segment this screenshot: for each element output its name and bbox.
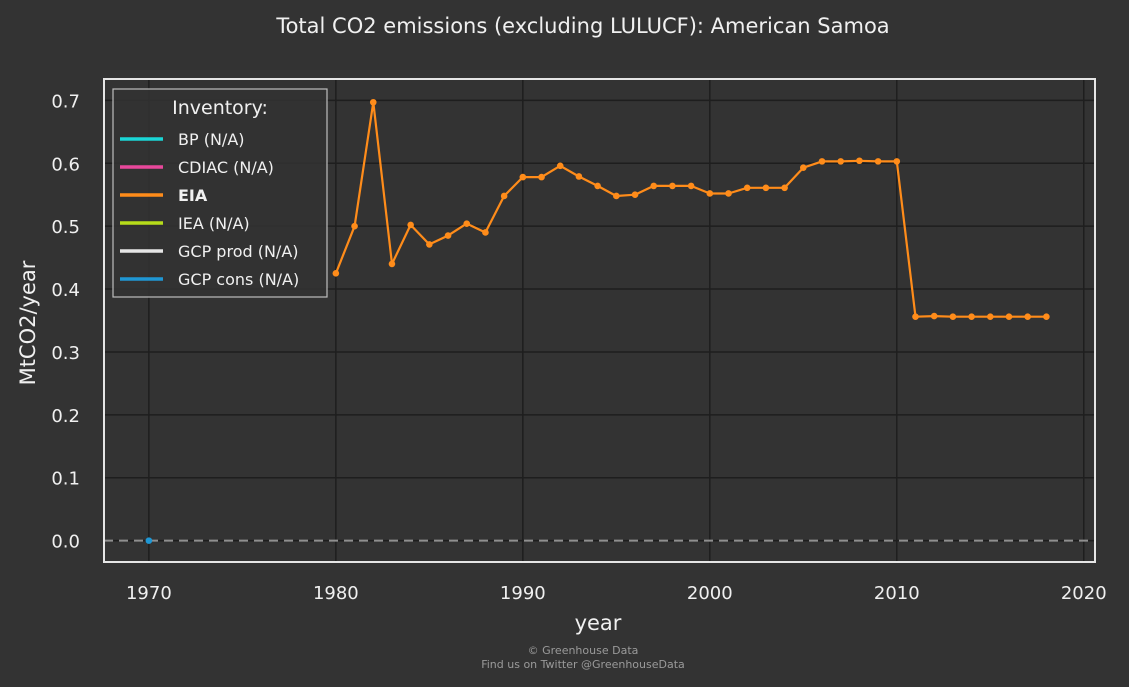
legend-label: CDIAC (N/A) xyxy=(178,158,274,177)
legend-title: Inventory: xyxy=(172,97,268,119)
data-point xyxy=(874,158,882,165)
data-point xyxy=(556,162,564,170)
x-tick-label: 2020 xyxy=(1061,583,1107,604)
legend-label: GCP cons (N/A) xyxy=(178,270,299,289)
data-point xyxy=(369,98,377,106)
data-point xyxy=(519,173,527,181)
data-point xyxy=(650,182,658,190)
data-point xyxy=(949,313,957,321)
legend-label: EIA xyxy=(178,186,208,205)
data-point xyxy=(893,158,901,165)
data-point xyxy=(1005,313,1013,321)
data-point xyxy=(407,221,414,229)
data-point xyxy=(351,222,358,230)
data-point xyxy=(706,190,714,197)
data-point xyxy=(388,260,396,268)
data-point xyxy=(800,164,807,171)
data-point xyxy=(818,158,826,165)
y-tick-label: 0.2 xyxy=(51,406,80,427)
x-tick-label: 1980 xyxy=(313,583,359,604)
data-point xyxy=(837,158,845,165)
data-point xyxy=(1043,313,1050,321)
x-tick-label: 1990 xyxy=(500,583,546,604)
plot-frame xyxy=(103,78,1096,563)
footer-copyright: © Greenhouse Data xyxy=(528,644,639,657)
data-point xyxy=(856,157,863,165)
x-tick-label: 2000 xyxy=(687,583,733,604)
data-point xyxy=(968,313,975,321)
data-point xyxy=(986,313,994,321)
data-point xyxy=(725,190,732,197)
y-tick-labels: 0.0 0.1 0.2 0.3 0.4 0.5 0.6 0.7 xyxy=(51,91,80,552)
data-point xyxy=(762,184,770,192)
data-point xyxy=(444,232,452,239)
series-layer xyxy=(145,98,1050,544)
data-point xyxy=(1024,313,1031,321)
y-tick-label: 0.5 xyxy=(51,217,80,238)
data-point xyxy=(500,192,508,200)
x-tick-labels: 1970 1980 1990 2000 2010 2020 xyxy=(126,583,1107,604)
legend-box xyxy=(112,88,328,298)
legend: Inventory: BP (N/A) CDIAC (N/A) EIA IEA (N/… xyxy=(112,88,328,298)
y-tick-label: 0.6 xyxy=(51,154,80,175)
y-tick-label: 0.7 xyxy=(51,91,80,112)
legend-label: BP (N/A) xyxy=(178,130,245,149)
y-tick-label: 0.0 xyxy=(51,532,80,553)
footer-twitter: Find us on Twitter @GreenhouseData xyxy=(481,658,685,671)
data-point xyxy=(781,184,788,192)
data-point xyxy=(426,241,433,248)
data-point xyxy=(669,182,676,190)
data-point xyxy=(594,182,601,190)
data-point xyxy=(538,173,545,181)
data-point xyxy=(930,312,938,320)
x-axis-label: year xyxy=(575,611,622,635)
data-point xyxy=(743,184,751,192)
data-point xyxy=(145,537,153,544)
series-line xyxy=(334,101,1047,318)
chart-title: Total CO2 emissions (excluding LULUCF): … xyxy=(275,14,889,38)
y-tick-label: 0.3 xyxy=(51,343,80,364)
legend-label: GCP prod (N/A) xyxy=(178,242,299,261)
data-point xyxy=(463,220,471,227)
legend-label: IEA (N/A) xyxy=(178,214,250,233)
data-point xyxy=(687,182,695,190)
x-tick-label: 2010 xyxy=(874,583,920,604)
legend-entries: BP (N/A) CDIAC (N/A) EIA IEA (N/A) GCP prod … xyxy=(120,130,299,289)
data-point xyxy=(631,191,639,199)
data-point xyxy=(482,229,489,236)
y-axis-label: MtCO2/year xyxy=(16,260,40,385)
x-tick-label: 1970 xyxy=(126,583,172,604)
data-point xyxy=(613,192,620,200)
data-point xyxy=(912,313,919,321)
data-point xyxy=(575,173,583,180)
data-point xyxy=(332,270,340,277)
y-tick-label: 0.1 xyxy=(51,469,80,490)
y-tick-label: 0.4 xyxy=(51,280,80,301)
